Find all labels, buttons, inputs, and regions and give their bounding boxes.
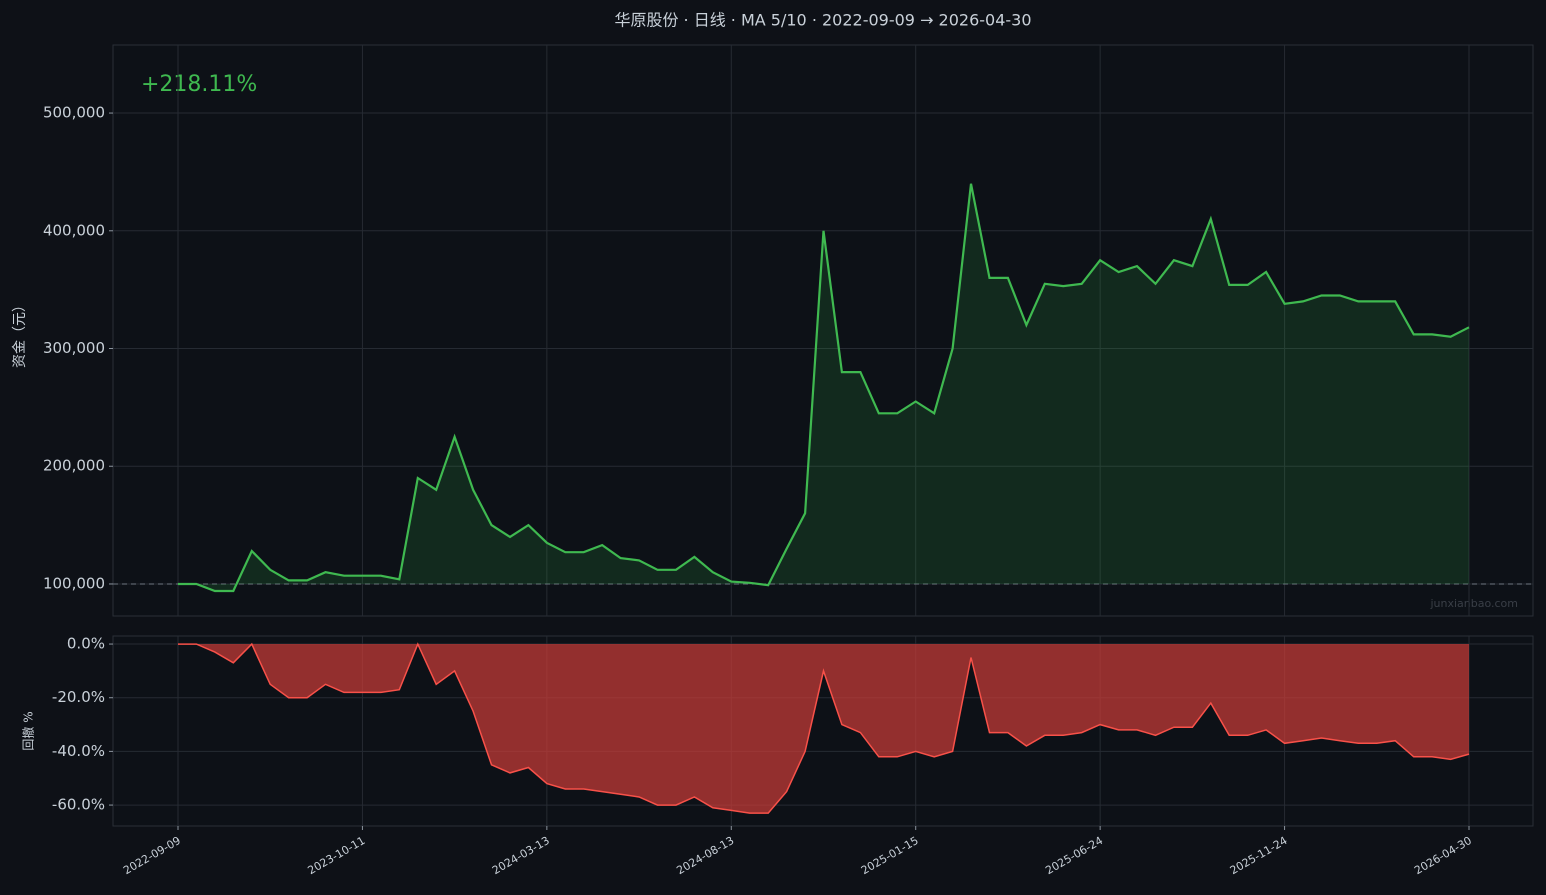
data-line [178,183,1470,593]
y-tick-label: -60.0% [52,796,105,814]
y-tick-label: -40.0% [52,742,105,760]
y-tick-label: 300,000 [43,339,105,357]
y-tick-label: 0.0% [67,635,105,653]
y-tick-label: 400,000 [43,221,105,239]
y-axis-label: 资金（元） [12,298,28,368]
equity-panel [112,44,1534,617]
y-tick-label: 500,000 [43,104,105,122]
y-tick-label: 200,000 [43,457,105,475]
y-tick-label: -20.0% [52,688,105,706]
area-fill [178,644,1469,814]
y-axis-label: 回撤 % [21,711,36,750]
watermark: junxianbao.com [1429,597,1518,610]
y-tick-label: 100,000 [43,574,105,592]
data-line [178,642,1470,814]
chart-title: 华原股份 · 日线 · MA 5/10 · 2022-09-09 → 2026-… [614,11,1031,30]
area-fill [178,183,1469,591]
return-annotation: +218.11% [141,72,257,97]
